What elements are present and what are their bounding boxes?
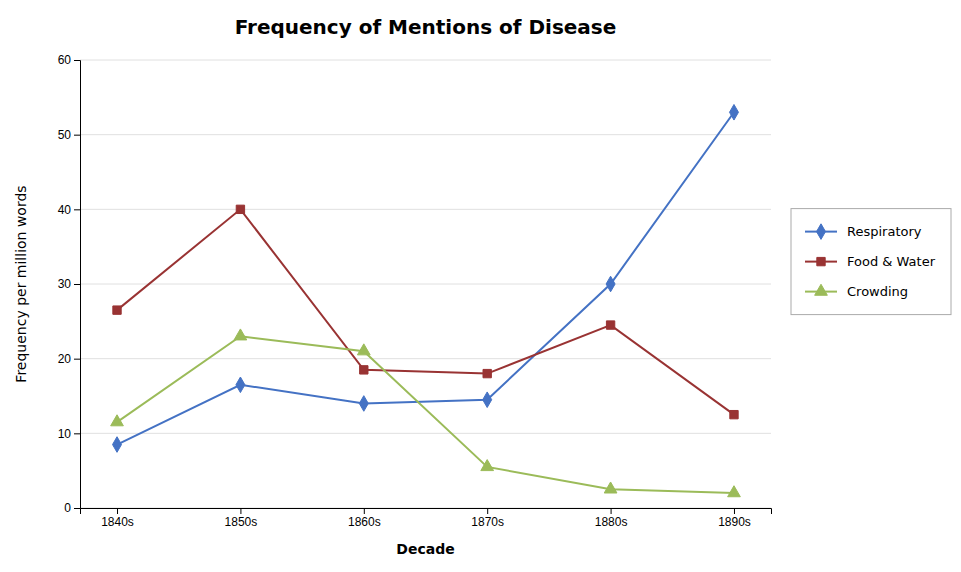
y-tick: 60	[58, 53, 80, 67]
x-tick-mark	[734, 508, 735, 514]
line	[117, 209, 734, 414]
marker	[357, 344, 370, 355]
grid	[80, 60, 771, 508]
marker	[730, 410, 738, 418]
y-tick-label: 20	[58, 352, 72, 366]
y-tick: 10	[58, 427, 80, 441]
marker	[483, 392, 492, 408]
y-tick-label: 60	[58, 53, 72, 67]
marker	[606, 321, 614, 329]
x-tick: 1840s	[101, 508, 134, 529]
x-tick-label: 1880s	[595, 515, 628, 529]
y-tick-mark	[74, 508, 80, 509]
legend-marker	[817, 224, 826, 240]
marks	[111, 104, 741, 496]
y-tick-label: 10	[58, 427, 72, 441]
grid-line	[80, 358, 771, 359]
x-tick-mark	[364, 508, 365, 514]
marker	[604, 482, 617, 493]
x-axis-title: Decade	[396, 541, 454, 557]
x-tick: 1880s	[595, 508, 628, 529]
y-tick-label: 40	[58, 203, 72, 217]
marker	[236, 377, 245, 393]
grid-line	[80, 433, 771, 434]
x-tick-label: 1850s	[225, 515, 258, 529]
x-tick-mark	[117, 508, 118, 514]
y-tick-label: 30	[58, 277, 72, 291]
series	[113, 104, 739, 452]
legend-item: Crowding	[805, 284, 908, 299]
y-axis-title: Frequency per million words	[13, 185, 29, 382]
marker	[728, 486, 741, 497]
x-tick: 1890s	[718, 508, 751, 529]
x-tick-mark	[487, 508, 488, 514]
marker	[359, 396, 368, 412]
marker	[111, 415, 124, 426]
y-axis: 0 10 20 30 40 50 60	[58, 53, 81, 515]
series	[111, 329, 741, 497]
marker	[236, 205, 244, 213]
x-tick-label: 1870s	[471, 515, 504, 529]
y-tick: 40	[58, 203, 80, 217]
marker	[113, 306, 121, 314]
grid-line	[80, 60, 771, 61]
line	[117, 112, 734, 444]
legend-item: Respiratory	[805, 224, 922, 240]
legend-marker	[817, 257, 825, 265]
title: Frequency of Mentions of Disease	[235, 15, 617, 39]
grid-line	[80, 134, 771, 135]
chart: 1840s 1850s 1860s 1870s 1880s 1890s 0 10 20 30 40 5…	[0, 0, 961, 572]
y-tick-label: 50	[58, 128, 72, 142]
x-tick: 1850s	[225, 508, 258, 529]
y-tick: 50	[58, 128, 80, 142]
marker	[483, 369, 491, 377]
x-axis-line	[81, 509, 772, 515]
grid-line	[80, 209, 771, 210]
x-tick-mark	[240, 508, 241, 514]
legend-label: Respiratory	[847, 224, 922, 239]
y-tick: 30	[58, 277, 80, 291]
legend: Respiratory Food & Water Crowding	[791, 209, 951, 315]
y-tick-label: 0	[64, 501, 71, 515]
legend-label: Food & Water	[847, 254, 936, 269]
marker	[729, 104, 738, 120]
legend-box	[791, 209, 951, 315]
y-tick-mark	[74, 60, 80, 61]
plot: 1840s 1850s 1860s 1870s 1880s 1890s 0 10 20 30 40 5…	[58, 53, 772, 528]
marker	[113, 437, 122, 453]
marker	[481, 460, 494, 471]
y-tick-mark	[74, 284, 80, 285]
x-tick-label: 1860s	[348, 515, 381, 529]
marker	[606, 276, 615, 292]
y-tick-mark	[74, 209, 80, 210]
x-tick-mark	[611, 508, 612, 514]
series	[113, 205, 738, 419]
marker	[360, 366, 368, 374]
x-tick: 1860s	[348, 508, 381, 529]
x-tick-label: 1840s	[101, 515, 134, 529]
legend-label: Crowding	[847, 284, 908, 299]
grid-line	[80, 284, 771, 285]
y-tick-mark	[74, 359, 80, 360]
y-tick: 0	[64, 501, 80, 515]
x-axis: 1840s 1850s 1860s 1870s 1880s 1890s	[81, 508, 772, 529]
y-axis-line	[74, 61, 81, 509]
y-tick-mark	[74, 135, 80, 136]
legend-item: Food & Water	[805, 254, 936, 269]
y-tick-mark	[74, 433, 80, 434]
x-tick-label: 1890s	[718, 515, 751, 529]
y-tick: 20	[58, 352, 80, 366]
x-tick: 1870s	[471, 508, 504, 529]
marker	[234, 329, 247, 340]
legend-marker	[815, 284, 828, 295]
line	[117, 336, 734, 493]
